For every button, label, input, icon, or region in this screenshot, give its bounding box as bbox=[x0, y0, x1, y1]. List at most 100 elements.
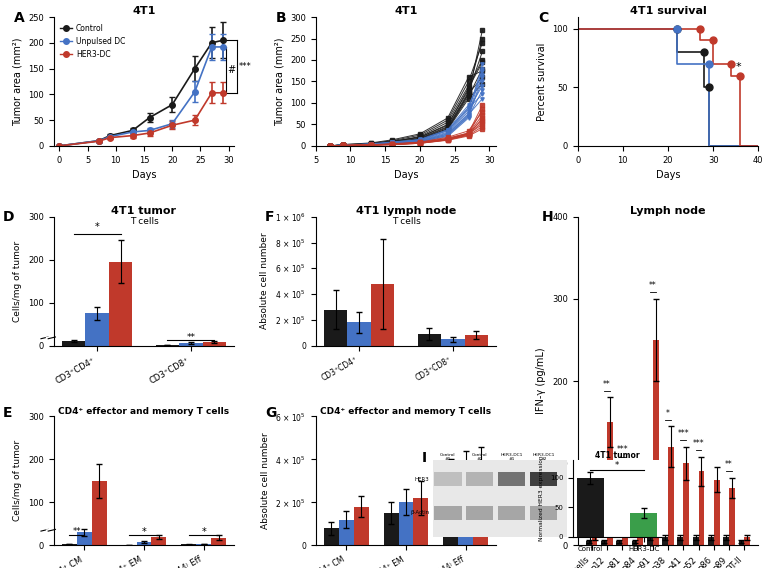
Text: *: * bbox=[142, 527, 146, 537]
Y-axis label: IFN-γ (pg/mL): IFN-γ (pg/mL) bbox=[536, 348, 546, 414]
Text: H: H bbox=[542, 210, 553, 224]
Bar bbox=[729, 488, 735, 545]
Bar bbox=[498, 472, 525, 486]
Bar bbox=[630, 513, 657, 537]
Title: 4T1: 4T1 bbox=[133, 6, 155, 16]
Text: *: * bbox=[95, 223, 100, 232]
Bar bbox=[339, 520, 354, 545]
Bar bbox=[179, 343, 203, 345]
Text: E: E bbox=[3, 406, 12, 420]
Bar bbox=[203, 342, 226, 345]
X-axis label: Days: Days bbox=[656, 170, 680, 180]
Bar bbox=[384, 513, 398, 545]
Bar bbox=[738, 541, 745, 545]
Bar bbox=[458, 463, 473, 545]
Bar bbox=[714, 479, 719, 545]
Bar bbox=[109, 262, 133, 345]
Text: ***: *** bbox=[677, 429, 689, 438]
Text: **: ** bbox=[73, 527, 81, 536]
Text: Control
#1: Control #1 bbox=[440, 453, 456, 461]
Text: T cells: T cells bbox=[129, 218, 159, 227]
Bar bbox=[577, 478, 604, 537]
Bar bbox=[347, 323, 371, 345]
Title: Lymph node: Lymph node bbox=[630, 206, 705, 216]
Text: Control
#2: Control #2 bbox=[472, 453, 487, 461]
Text: G: G bbox=[265, 406, 277, 420]
Text: #: # bbox=[228, 65, 236, 75]
X-axis label: Days: Days bbox=[394, 170, 418, 180]
Bar bbox=[723, 537, 729, 545]
Bar bbox=[465, 335, 488, 345]
Title: CD4⁺ effector and memory T cells: CD4⁺ effector and memory T cells bbox=[320, 407, 492, 416]
Y-axis label: Absolute cell number: Absolute cell number bbox=[260, 433, 270, 529]
Bar bbox=[530, 472, 558, 486]
Bar bbox=[466, 472, 493, 486]
Bar bbox=[441, 339, 465, 345]
Legend: Control, Unpulsed DC, HER3-DC: Control, Unpulsed DC, HER3-DC bbox=[57, 21, 128, 61]
Text: **: ** bbox=[649, 281, 656, 290]
Bar bbox=[637, 496, 643, 545]
Text: HER3-DC1
#1: HER3-DC1 #1 bbox=[500, 453, 523, 461]
Bar bbox=[354, 507, 368, 545]
Bar bbox=[617, 541, 622, 545]
Bar bbox=[152, 537, 166, 545]
Text: *: * bbox=[666, 408, 670, 417]
Text: T cells: T cells bbox=[391, 218, 421, 227]
Title: 4T1 tumor: 4T1 tumor bbox=[594, 451, 640, 460]
Bar bbox=[324, 528, 339, 545]
Bar bbox=[632, 541, 637, 545]
Text: *: * bbox=[736, 62, 741, 72]
Bar bbox=[92, 481, 106, 545]
Y-axis label: Absolute cell number: Absolute cell number bbox=[260, 233, 270, 329]
Text: HER3-DC1
#2: HER3-DC1 #2 bbox=[532, 453, 555, 461]
Title: 4T1 lymph node: 4T1 lymph node bbox=[356, 206, 456, 216]
Bar bbox=[85, 314, 109, 345]
Bar bbox=[586, 541, 591, 545]
Bar bbox=[434, 506, 461, 520]
Bar bbox=[708, 537, 714, 545]
Text: ***: *** bbox=[239, 62, 251, 71]
Text: *: * bbox=[615, 461, 619, 470]
Bar bbox=[62, 544, 77, 545]
Text: I: I bbox=[422, 451, 427, 465]
Bar bbox=[683, 463, 689, 545]
Y-axis label: Normalized HER3 expression: Normalized HER3 expression bbox=[539, 456, 544, 541]
Text: D: D bbox=[3, 210, 15, 224]
Y-axis label: Cells/mg of tumor: Cells/mg of tumor bbox=[14, 241, 22, 321]
Text: **: ** bbox=[186, 333, 195, 341]
Bar bbox=[692, 537, 699, 545]
Bar bbox=[196, 544, 211, 545]
Bar bbox=[466, 506, 493, 520]
Text: A: A bbox=[14, 11, 25, 24]
Text: C: C bbox=[538, 11, 548, 24]
Bar bbox=[662, 537, 668, 545]
Title: 4T1 tumor: 4T1 tumor bbox=[112, 206, 176, 216]
Bar bbox=[498, 506, 525, 520]
Y-axis label: Tumor area (mm²): Tumor area (mm²) bbox=[274, 37, 284, 126]
Bar bbox=[62, 341, 85, 345]
Bar bbox=[647, 537, 653, 545]
Text: **: ** bbox=[725, 460, 733, 469]
Bar bbox=[211, 537, 226, 545]
Y-axis label: Tumor area (mm²): Tumor area (mm²) bbox=[12, 37, 22, 126]
Text: HER3: HER3 bbox=[415, 477, 430, 482]
Bar bbox=[414, 498, 428, 545]
Text: F: F bbox=[265, 210, 274, 224]
Bar bbox=[417, 334, 441, 345]
Bar bbox=[591, 537, 597, 545]
Bar bbox=[653, 340, 659, 545]
Bar bbox=[444, 470, 458, 545]
Y-axis label: Percent survival: Percent survival bbox=[537, 42, 547, 120]
Bar bbox=[745, 537, 750, 545]
Text: *: * bbox=[201, 527, 206, 537]
Bar bbox=[699, 471, 704, 545]
Text: ***: *** bbox=[617, 445, 628, 454]
Bar bbox=[622, 479, 628, 545]
Bar bbox=[607, 422, 613, 545]
Bar bbox=[77, 532, 92, 545]
Y-axis label: Cells/mg of tumor: Cells/mg of tumor bbox=[14, 440, 22, 521]
Title: CD4⁺ effector and memory T cells: CD4⁺ effector and memory T cells bbox=[58, 407, 230, 416]
Bar bbox=[434, 472, 461, 486]
Text: ***: *** bbox=[692, 439, 705, 448]
Bar bbox=[398, 502, 414, 545]
